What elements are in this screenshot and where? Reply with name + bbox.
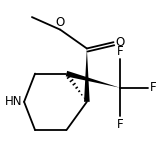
Text: O: O bbox=[56, 16, 65, 29]
Text: O: O bbox=[115, 36, 124, 49]
Polygon shape bbox=[84, 49, 90, 102]
Text: F: F bbox=[116, 45, 123, 58]
Text: F: F bbox=[116, 117, 123, 131]
Text: HN: HN bbox=[5, 95, 23, 108]
Polygon shape bbox=[66, 71, 120, 88]
Text: F: F bbox=[150, 81, 156, 94]
